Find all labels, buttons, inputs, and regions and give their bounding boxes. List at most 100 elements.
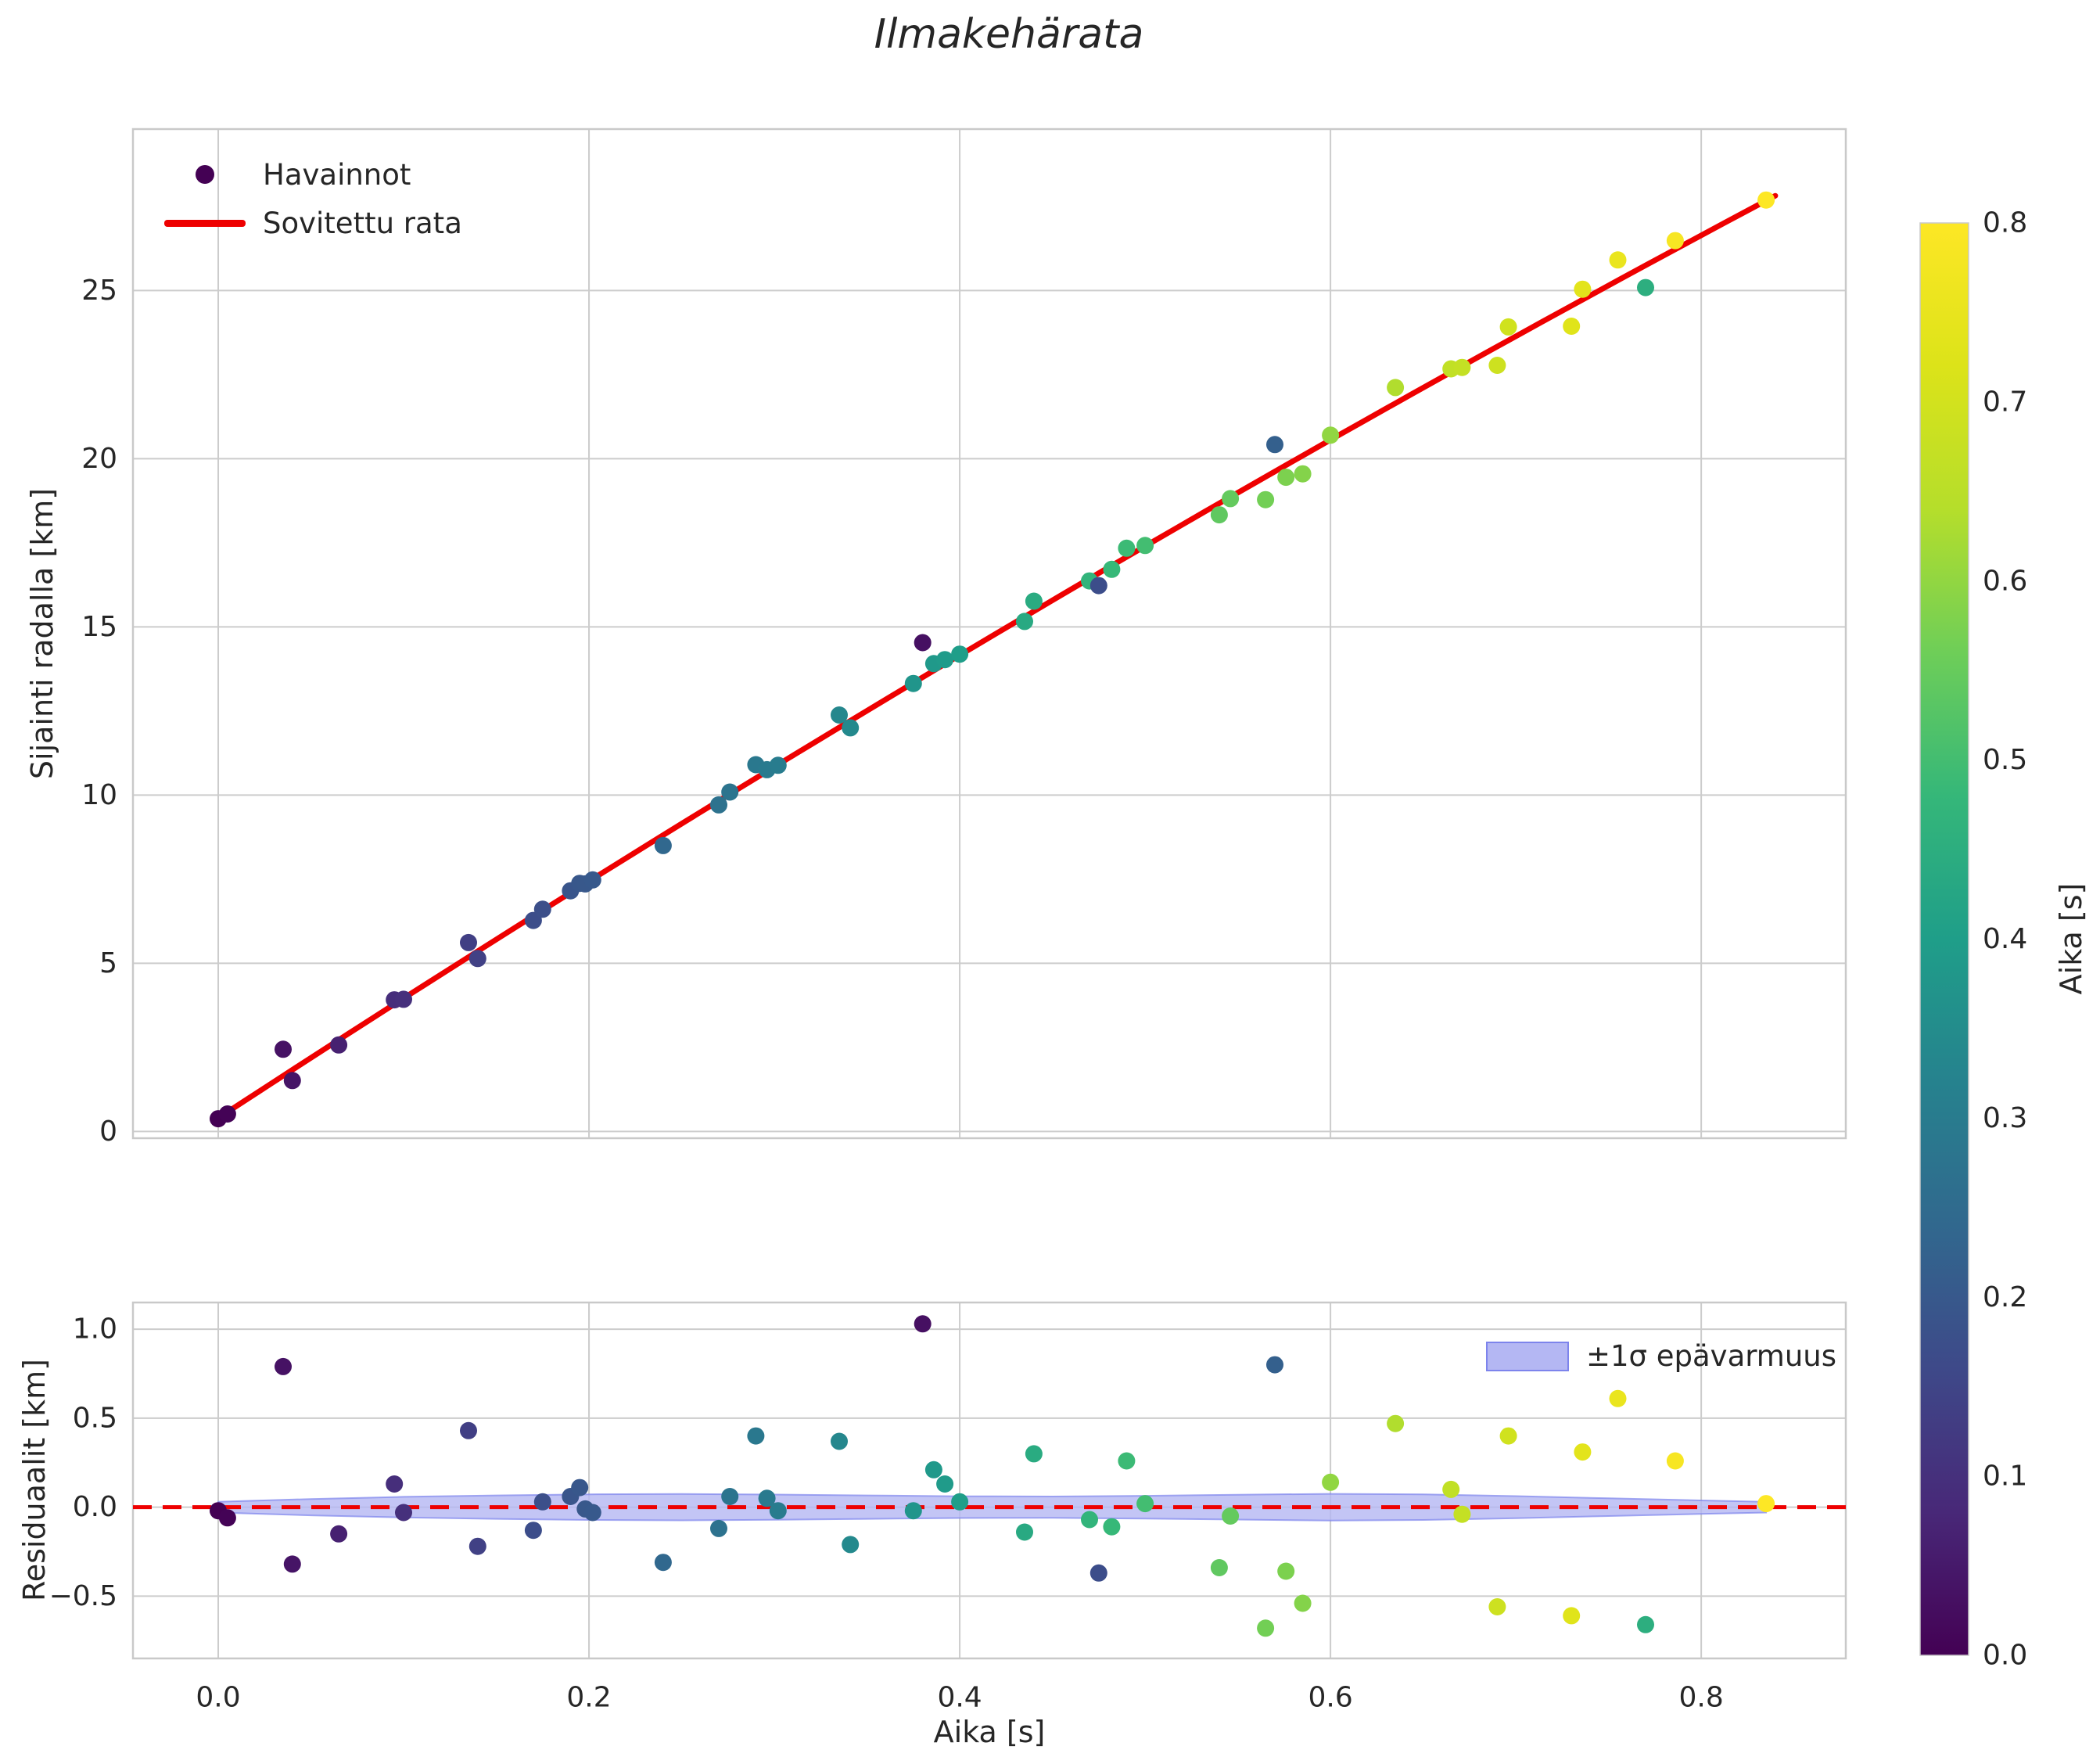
- legend-residual: ±1σ epävarmuus: [1486, 1339, 1836, 1373]
- residual-point: [758, 1489, 776, 1507]
- colorbar-tick-label: 0.5: [1983, 744, 2027, 776]
- residual-point: [1294, 1594, 1312, 1612]
- ytick-label-top: 15: [81, 611, 117, 643]
- residual-point: [721, 1488, 739, 1505]
- ytick-label-bottom: −0.5: [49, 1580, 117, 1612]
- scatter-point: [1757, 191, 1775, 209]
- residual-point: [533, 1493, 551, 1511]
- residual-point: [1499, 1427, 1517, 1445]
- residual-point: [914, 1315, 932, 1333]
- scatter-point: [914, 634, 932, 652]
- legend-item-fit: Sovitettu rata: [164, 203, 462, 243]
- scatter-point: [1016, 613, 1033, 631]
- scatter-point: [283, 1072, 301, 1090]
- xtick-label: 0.2: [566, 1682, 611, 1714]
- colorbar-tick-label: 0.1: [1983, 1461, 2027, 1493]
- residual-point: [951, 1493, 969, 1511]
- legend-item-observations: Havainnot: [164, 155, 462, 194]
- residual-point: [1666, 1452, 1684, 1470]
- residual-point: [275, 1357, 292, 1375]
- residual-point: [924, 1461, 942, 1479]
- scatter-point: [275, 1040, 292, 1058]
- residual-point: [831, 1432, 848, 1450]
- plot-title: Ilmakehärata: [874, 11, 1144, 58]
- residual-point: [330, 1525, 348, 1543]
- colorbar-tick-label: 0.6: [1983, 565, 2027, 597]
- residual-point: [1136, 1495, 1154, 1513]
- residual-points: [210, 1315, 1775, 1637]
- scatter-point: [842, 719, 860, 737]
- residual-point: [1757, 1495, 1775, 1513]
- residual-point: [654, 1554, 672, 1572]
- scatter-point: [460, 933, 477, 951]
- ytick-label-top: 10: [81, 779, 117, 811]
- scatter-point: [468, 950, 486, 968]
- scatter-point: [654, 836, 672, 854]
- scatter-point: [951, 645, 969, 663]
- scatter-point: [904, 674, 922, 692]
- legend-line-area: [164, 219, 246, 227]
- residual-point: [1453, 1505, 1471, 1523]
- scatter-point: [583, 871, 601, 889]
- residual-point: [1574, 1443, 1592, 1461]
- top-panel: [131, 128, 1847, 1140]
- axes-spine: [131, 1301, 1847, 1660]
- residual-point: [395, 1504, 412, 1522]
- scatter-point: [1499, 318, 1517, 336]
- residual-point: [386, 1475, 404, 1493]
- residual-point: [747, 1427, 765, 1445]
- fit-line-icon: [164, 219, 246, 227]
- xtick-label: 0.8: [1678, 1682, 1723, 1714]
- scatter-point: [936, 651, 954, 669]
- ytick-label-top: 25: [81, 275, 117, 307]
- residual-point: [1609, 1389, 1627, 1407]
- residual-point: [524, 1522, 542, 1540]
- legend-label-fit: Sovitettu rata: [263, 206, 462, 240]
- ytick-label-top: 5: [99, 947, 117, 979]
- scatter-point: [1563, 318, 1581, 335]
- residual-point: [1118, 1452, 1136, 1470]
- residual-point: [1488, 1598, 1506, 1615]
- residual-point: [571, 1479, 589, 1497]
- legend-label-uncertainty: ±1σ epävarmuus: [1586, 1339, 1837, 1373]
- scatter-point: [1574, 280, 1592, 298]
- residual-point: [1210, 1559, 1228, 1576]
- residual-point: [1442, 1480, 1460, 1498]
- scatter-point: [1666, 232, 1684, 250]
- residual-point: [936, 1475, 954, 1493]
- scatter-point: [1136, 537, 1154, 555]
- residual-point: [283, 1555, 301, 1573]
- residual-point: [468, 1537, 486, 1555]
- scatter-point: [1277, 469, 1295, 487]
- scatter-point: [1222, 490, 1240, 508]
- scatter-point: [330, 1036, 348, 1054]
- observation-dot-icon: [196, 165, 214, 184]
- colorbar-tick-label: 0.0: [1983, 1640, 2027, 1672]
- xtick-label: 0.0: [196, 1682, 240, 1714]
- residual-point: [1637, 1615, 1654, 1633]
- colorbar-tick-label: 0.3: [1983, 1102, 2027, 1134]
- scatter-points: [210, 191, 1775, 1128]
- residual-point: [1266, 1356, 1283, 1374]
- scatter-point: [1294, 465, 1312, 483]
- residual-point: [218, 1509, 236, 1527]
- residual-point: [1089, 1564, 1107, 1582]
- scatter-point: [1637, 278, 1654, 296]
- xtick-label: 0.6: [1308, 1682, 1352, 1714]
- residual-point: [1277, 1562, 1295, 1580]
- ytick-label-top: 0: [99, 1116, 117, 1148]
- residual-point: [1081, 1511, 1098, 1529]
- colorbar-tick-label: 0.2: [1983, 1281, 2027, 1313]
- scatter-point: [1488, 357, 1506, 374]
- scatter-point: [1266, 436, 1283, 454]
- scatter-point: [831, 706, 848, 724]
- y-axis-label-top: Sijainti radalla [km]: [25, 487, 59, 780]
- scatter-point: [1322, 426, 1340, 444]
- ytick-label-bottom: 0.0: [73, 1491, 117, 1523]
- colorbar: [1919, 222, 1969, 1656]
- scatter-point: [395, 990, 412, 1008]
- legend-marker-area: [164, 165, 246, 184]
- colorbar-tick-label: 0.8: [1983, 207, 2027, 239]
- axes-spine: [131, 128, 1847, 1140]
